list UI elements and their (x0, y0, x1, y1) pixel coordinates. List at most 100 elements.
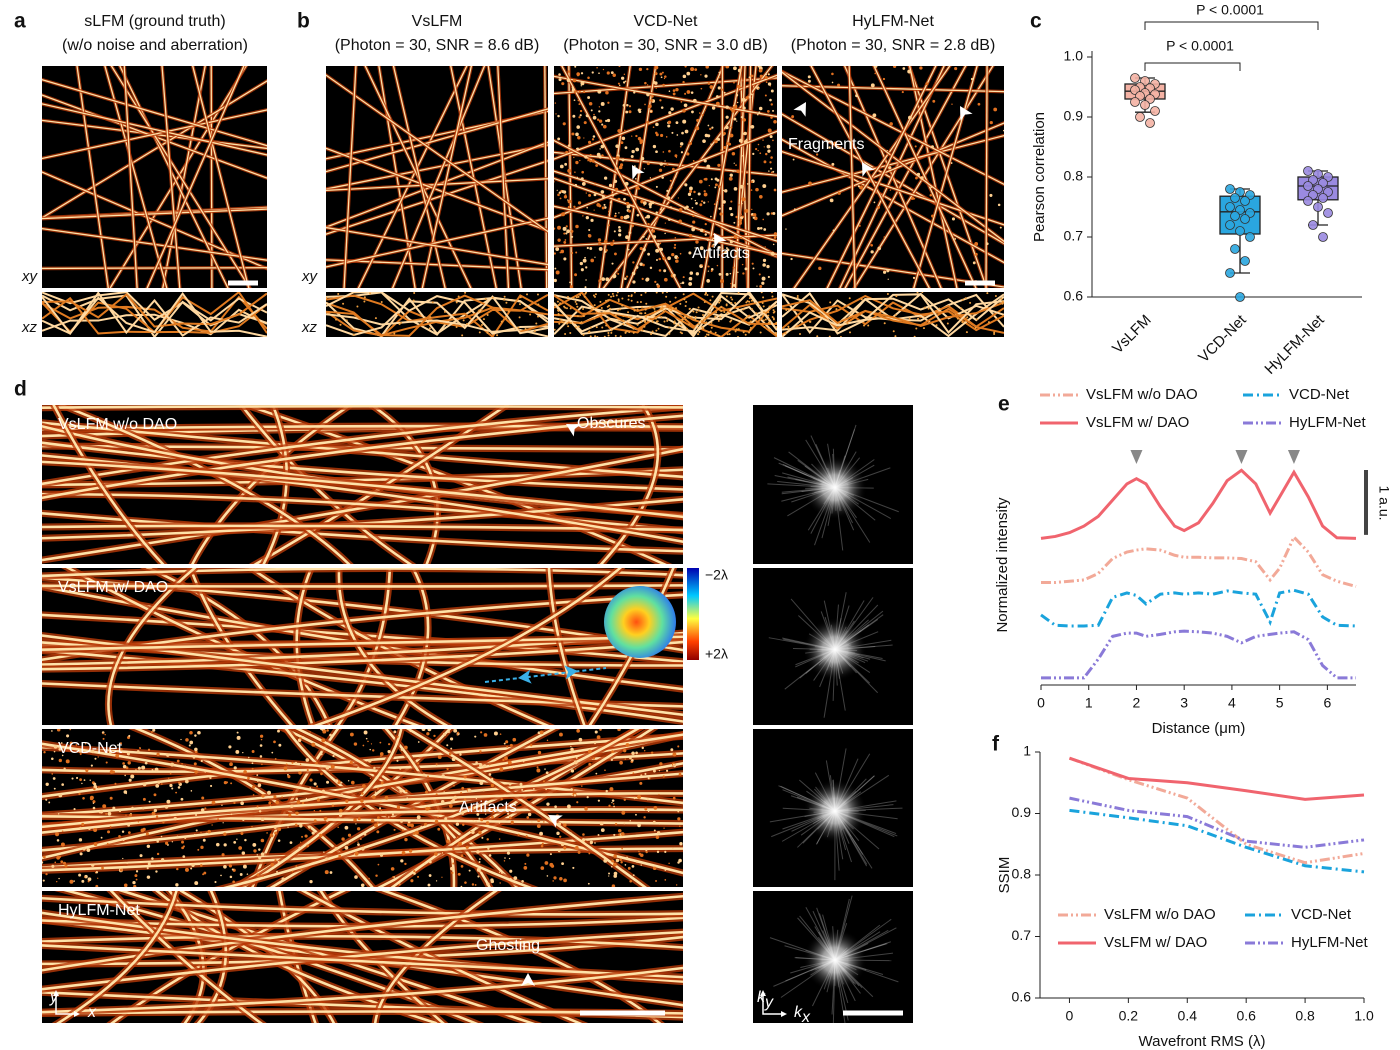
speckle (320, 772, 323, 775)
speckle (612, 194, 614, 196)
speckle (718, 320, 720, 322)
point (1241, 257, 1250, 266)
speckle (863, 325, 865, 327)
speckle (859, 225, 861, 227)
speckle (338, 855, 341, 858)
speckle (761, 318, 763, 320)
speckle (633, 874, 635, 876)
speckle (690, 67, 694, 71)
speckle (577, 75, 579, 77)
speckle (550, 853, 552, 855)
speckle (874, 64, 878, 68)
speckle (621, 811, 625, 815)
speckle (424, 862, 426, 864)
speckle (486, 821, 490, 825)
speckle (702, 264, 704, 266)
speckle (410, 731, 412, 733)
speckle (555, 113, 556, 114)
speckle (288, 814, 291, 817)
label: VsLFM (1109, 312, 1155, 358)
speckle (478, 831, 482, 835)
label: VCD-Net (1289, 386, 1350, 403)
speckle (735, 164, 737, 166)
speckle (714, 82, 716, 84)
label: c (1030, 10, 1042, 33)
speckle (877, 247, 881, 251)
speckle (741, 214, 742, 215)
speckle (628, 299, 630, 301)
speckle (753, 213, 756, 216)
speckle (487, 848, 489, 850)
speckle (528, 813, 531, 816)
speckle (350, 733, 354, 737)
speckle (762, 139, 763, 140)
label: VsLFM w/ DAO (58, 579, 168, 596)
speckle (626, 215, 630, 219)
speckle (203, 839, 206, 842)
speckle (451, 872, 453, 874)
speckle (560, 165, 564, 169)
speckle (278, 828, 281, 831)
speckle (93, 828, 97, 832)
speckle (96, 871, 98, 873)
speckle (444, 311, 446, 313)
speckle (399, 323, 401, 325)
speckle (670, 107, 673, 110)
speckle (599, 106, 600, 107)
speckle (372, 759, 374, 761)
speckle (721, 89, 723, 91)
speckle (768, 306, 770, 308)
speckle (230, 876, 233, 879)
speckle (557, 190, 558, 191)
speckle (640, 312, 642, 314)
speckle (681, 319, 683, 321)
point (1319, 194, 1328, 203)
speckle (161, 783, 163, 785)
speckle (270, 806, 272, 808)
label: VCD-Net (1291, 906, 1352, 923)
speckle (998, 204, 1001, 207)
speckle (681, 151, 683, 153)
speckle (731, 298, 733, 300)
speckle (604, 769, 606, 771)
speckle (928, 308, 930, 310)
speckle (261, 817, 265, 821)
image (753, 568, 913, 725)
speckle (332, 755, 334, 757)
speckle (588, 194, 591, 197)
speckle (765, 153, 767, 155)
speckle (107, 843, 109, 845)
speckle (858, 185, 860, 187)
speckle (500, 733, 502, 735)
speckle (627, 205, 631, 209)
speckle (373, 767, 376, 770)
speckle (653, 770, 656, 773)
speckle (156, 840, 159, 843)
speckle (655, 72, 658, 75)
speckle (646, 121, 649, 124)
speckle (833, 230, 834, 231)
speckle (658, 794, 659, 795)
speckle (591, 308, 593, 310)
speckle (298, 771, 301, 774)
speckle (112, 771, 115, 774)
speckle (357, 827, 360, 830)
speckle (233, 802, 235, 804)
speckle (765, 95, 767, 97)
speckle (380, 752, 384, 756)
speckle (657, 320, 659, 322)
speckle (152, 769, 154, 771)
speckle (708, 265, 710, 267)
speckle (758, 88, 759, 89)
label: 0.6 (1064, 288, 1084, 304)
speckle (45, 799, 47, 801)
speckle (596, 67, 598, 69)
speckle (640, 774, 642, 776)
speckle (629, 757, 632, 760)
speckle (988, 321, 990, 323)
speckle (669, 90, 671, 92)
speckle (635, 751, 638, 754)
speckle (617, 291, 619, 293)
speckle (585, 291, 587, 293)
speckle (742, 264, 743, 265)
